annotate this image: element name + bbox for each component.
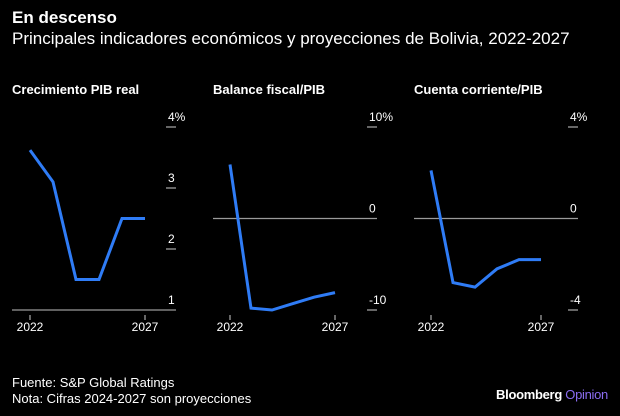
y-tick-label: 10% xyxy=(369,110,393,124)
panel-title: Balance fiscal/PIB xyxy=(213,82,325,97)
y-tick-label: -4 xyxy=(570,293,581,307)
x-tick-label: 2022 xyxy=(17,320,44,334)
x-tick-label: 2027 xyxy=(528,320,555,334)
bloomberg-opinion-logo: Bloomberg Opinion xyxy=(496,387,608,402)
y-tick-label: 3 xyxy=(168,171,175,185)
y-tick-label: 0 xyxy=(570,202,577,216)
y-tick-label: 2 xyxy=(168,232,175,246)
chart-subtitle: Principales indicadores económicos y pro… xyxy=(12,29,570,48)
panel-title: Crecimiento PIB real xyxy=(12,82,139,97)
y-tick-label: 0 xyxy=(369,202,376,216)
x-tick-label: 2027 xyxy=(132,320,159,334)
y-tick-label: 1 xyxy=(168,293,175,307)
series-line xyxy=(429,170,541,289)
y-tick-label: 4% xyxy=(168,110,186,124)
source-note: Fuente: S&P Global Ratings xyxy=(12,375,175,390)
brand-suffix: Opinion xyxy=(565,387,608,402)
brand-name: Bloomberg xyxy=(496,387,562,402)
series-line xyxy=(228,164,336,312)
x-tick-label: 2022 xyxy=(418,320,445,334)
series-line xyxy=(28,149,145,281)
chart-title: En descenso xyxy=(12,8,117,27)
y-tick-label: 4% xyxy=(570,110,588,124)
y-tick-label: -10 xyxy=(369,293,387,307)
x-tick-label: 2027 xyxy=(322,320,349,334)
footnote: Nota: Cifras 2024-2027 son proyecciones xyxy=(12,391,252,406)
x-tick-label: 2022 xyxy=(217,320,244,334)
panel-title: Cuenta corriente/PIB xyxy=(414,82,543,97)
